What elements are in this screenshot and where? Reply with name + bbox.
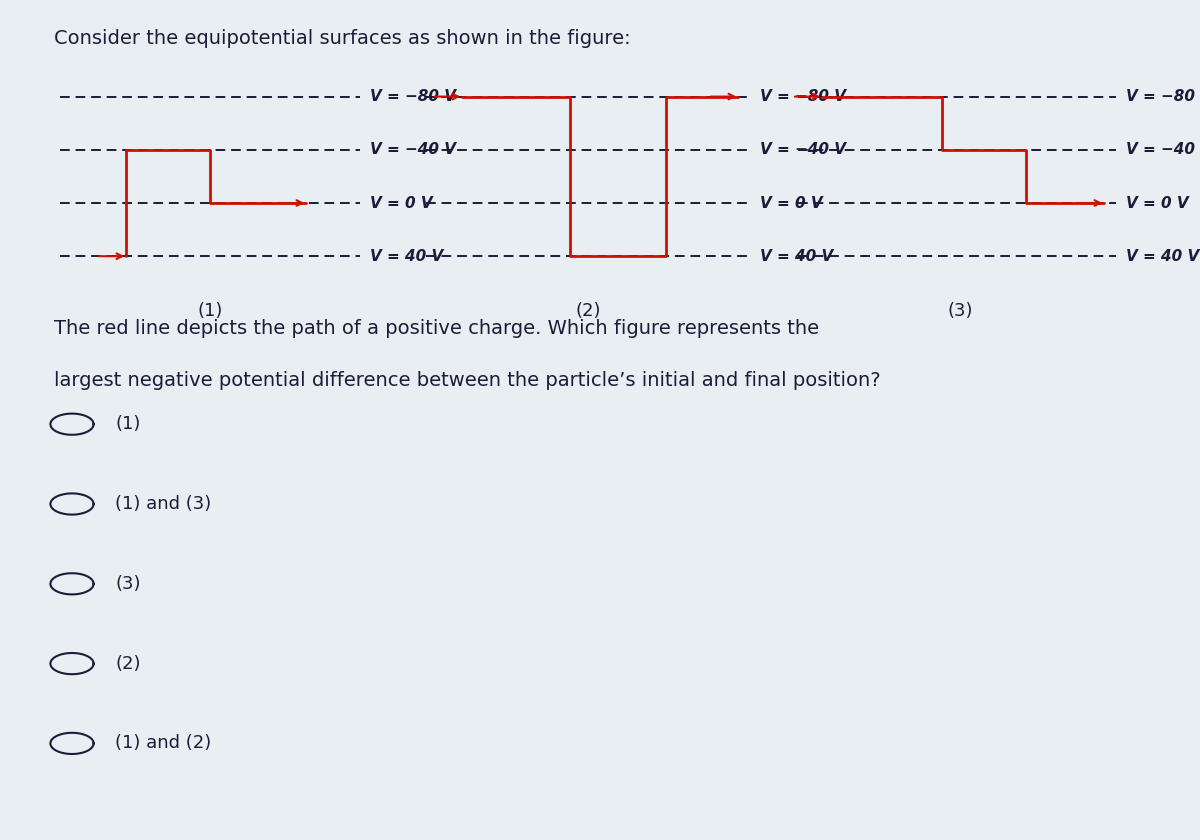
Text: Consider the equipotential surfaces as shown in the figure:: Consider the equipotential surfaces as s…: [54, 29, 631, 49]
Text: V = 0 V: V = 0 V: [1126, 196, 1188, 211]
Text: V = −80 V: V = −80 V: [1126, 89, 1200, 104]
Text: (3): (3): [947, 302, 973, 320]
Text: The red line depicts the path of a positive charge. Which figure represents the: The red line depicts the path of a posit…: [54, 319, 820, 339]
Text: (3): (3): [115, 575, 140, 593]
Text: V = −40 V: V = −40 V: [1126, 142, 1200, 157]
Text: V = 0 V: V = 0 V: [760, 196, 822, 211]
Text: (2): (2): [115, 654, 140, 673]
Text: (1): (1): [115, 415, 140, 433]
Text: V = −80 V: V = −80 V: [370, 89, 456, 104]
Text: (1) and (2): (1) and (2): [115, 734, 211, 753]
Text: (2): (2): [575, 302, 601, 320]
Text: (1) and (3): (1) and (3): [115, 495, 211, 513]
Text: (1): (1): [197, 302, 223, 320]
Text: V = 40 V: V = 40 V: [370, 249, 443, 264]
Text: V = 40 V: V = 40 V: [760, 249, 833, 264]
Text: V = −40 V: V = −40 V: [370, 142, 456, 157]
Text: largest negative potential difference between the particle’s initial and final p: largest negative potential difference be…: [54, 371, 881, 391]
Text: V = 0 V: V = 0 V: [370, 196, 432, 211]
Text: V = −80 V: V = −80 V: [760, 89, 846, 104]
Text: V = 40 V: V = 40 V: [1126, 249, 1199, 264]
Text: V = −40 V: V = −40 V: [760, 142, 846, 157]
